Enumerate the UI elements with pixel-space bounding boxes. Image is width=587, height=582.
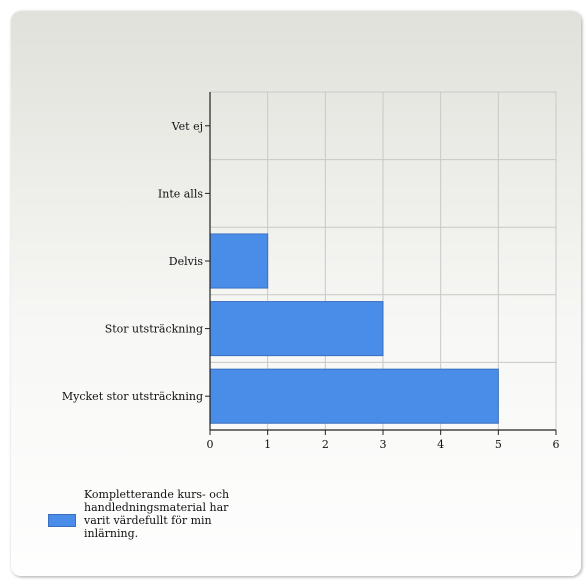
x-tick-label: 2	[322, 438, 329, 451]
y-tick-label: Inte alls	[158, 187, 203, 200]
legend-label: Kompletterande kurs- och handledningsmat…	[84, 488, 230, 540]
x-tick-label: 0	[207, 438, 214, 451]
x-tick-label: 4	[437, 438, 444, 451]
y-tick-label: Mycket stor utsträckning	[62, 390, 203, 403]
chart-panel	[11, 11, 581, 576]
y-tick-label: Stor utsträckning	[105, 323, 203, 336]
x-tick-label: 1	[264, 438, 271, 451]
bar	[209, 301, 384, 357]
y-tick-label: Delvis	[169, 255, 204, 268]
bar	[209, 233, 269, 289]
x-tick-label: 3	[380, 438, 387, 451]
x-tick-label: 5	[495, 438, 502, 451]
legend-swatch	[48, 514, 76, 527]
bar	[209, 368, 499, 424]
legend: Kompletterande kurs- och handledningsmat…	[48, 488, 254, 540]
y-tick-label: Vet ej	[171, 120, 203, 133]
x-tick-label: 6	[553, 438, 560, 451]
